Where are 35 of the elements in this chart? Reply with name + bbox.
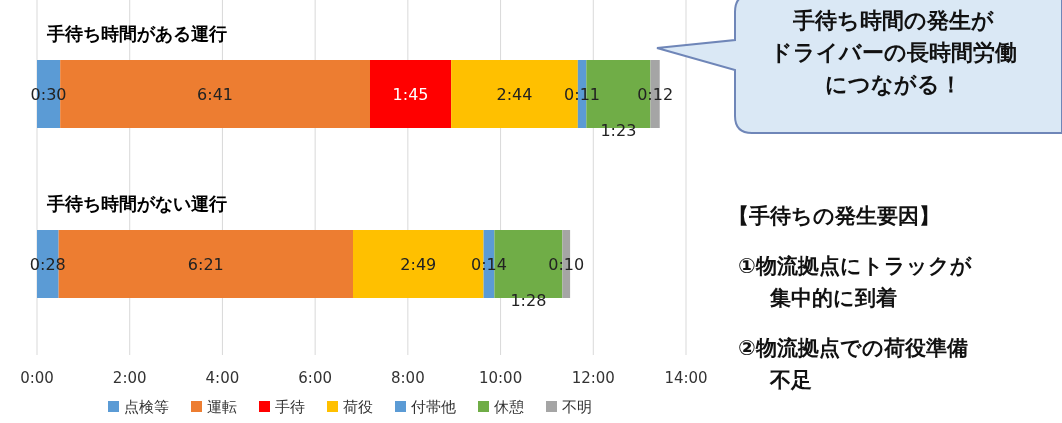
text: につながる！ (824, 72, 962, 97)
legend-label: 手待 (275, 398, 305, 416)
data-label: 6:41 (197, 85, 234, 104)
x-tick-label: 2:00 (112, 369, 147, 387)
text: 手待ち時間の発生が (791, 8, 994, 33)
text: 不足 (769, 368, 812, 392)
text: ドライバーの長時間労働 (769, 40, 1017, 65)
x-tick-label: 6:00 (298, 369, 332, 387)
x-tick-label: 4:00 (205, 369, 240, 387)
data-label: 1:45 (392, 85, 429, 104)
y-tick-label: 手待ち時間がない運行 (46, 193, 227, 214)
data-label: 6:21 (187, 255, 224, 274)
y-tick-label: 手待ち時間がある運行 (46, 23, 227, 44)
text: ②物流拠点での荷役準備 (738, 336, 968, 360)
x-tick-label: 14:00 (664, 369, 708, 387)
data-label: 0:12 (637, 85, 674, 104)
x-tick-label: 10:00 (478, 369, 523, 387)
data-label: 2:44 (496, 85, 533, 104)
x-tick-label: 8:00 (391, 369, 425, 387)
legend-label: 休憩 (494, 398, 524, 416)
legend-label: 点検等 (124, 398, 169, 416)
text: ①物流拠点にトラックが (738, 254, 972, 278)
data-label: 2:49 (400, 255, 437, 274)
data-label: 0:11 (564, 85, 601, 104)
legend-label: 運転 (207, 398, 237, 416)
legend-label: 不明 (562, 398, 592, 416)
x-tick-label: 0:00 (20, 369, 54, 387)
x-tick-label: 12:00 (571, 369, 615, 387)
text: 【手待ちの発生要因】 (728, 204, 940, 228)
text: 集中的に到着 (769, 286, 897, 310)
bar (370, 60, 452, 128)
data-label: 0:14 (471, 255, 507, 274)
data-label: 0:10 (548, 255, 585, 274)
legend-label: 荷役 (343, 398, 373, 416)
legend-label: 付帯他 (410, 398, 456, 416)
